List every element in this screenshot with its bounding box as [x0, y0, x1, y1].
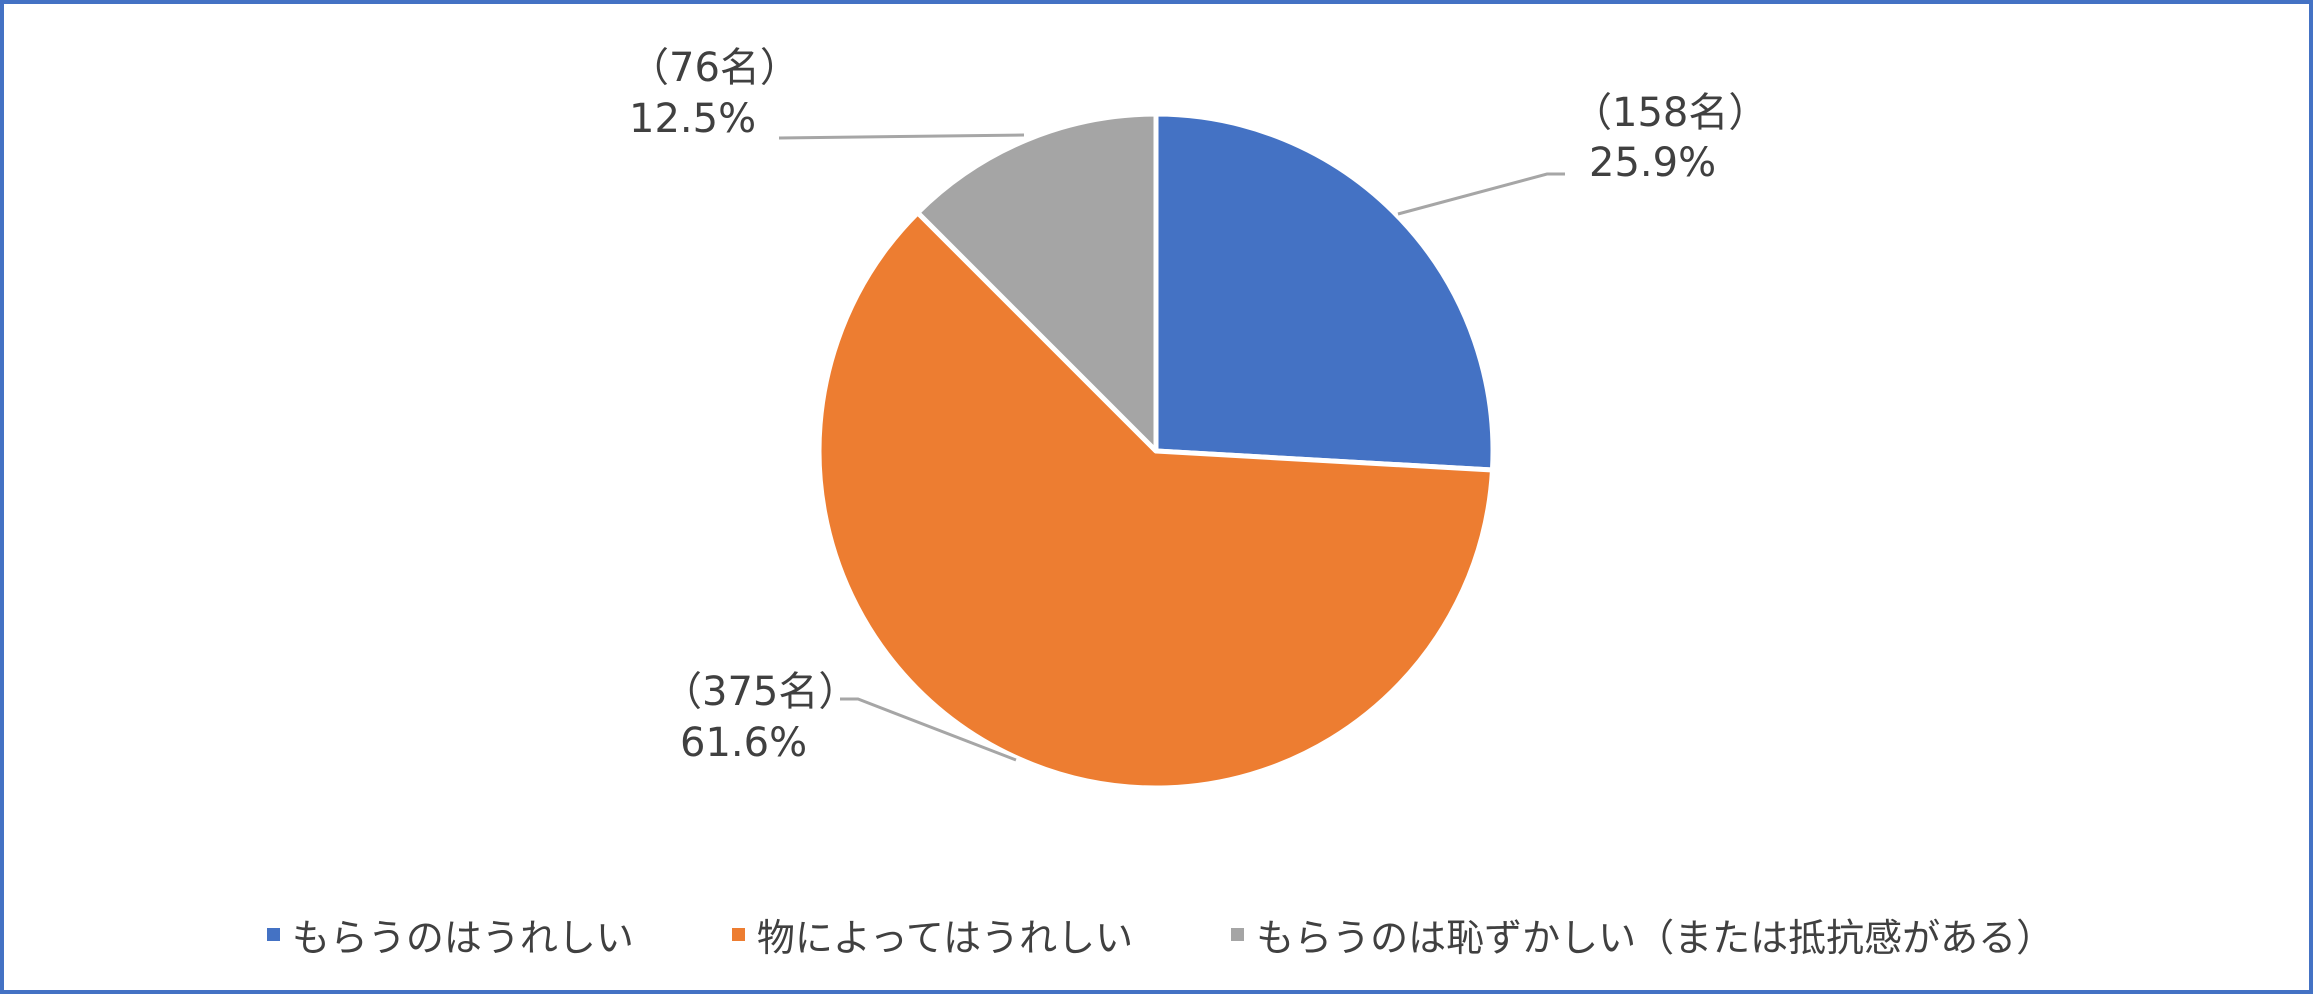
legend-swatch-3 — [1231, 927, 1245, 941]
data-labels: （158名）25.9% （375名） 61.6% （76名） 12.5% — [629, 45, 1768, 766]
pie-slice-2 — [816, 210, 1495, 791]
legend-swatch-2 — [731, 927, 745, 941]
legend-label-2: 物によってはうれしい — [756, 915, 1134, 960]
pie-slice-1 — [1153, 111, 1496, 473]
leader-line-2 — [840, 697, 1017, 762]
legend-label-1: もらうのはうれしい — [291, 915, 634, 960]
legend-swatch-1 — [266, 927, 280, 941]
leader-line-3 — [778, 133, 1025, 140]
data-label-percent-3: 12.5% — [629, 96, 756, 142]
legend-item-1: もらうのはうれしい — [266, 907, 634, 962]
legend-item-2: 物によってはうれしい — [731, 907, 1134, 962]
leader-line-1 — [1397, 172, 1565, 216]
pie-slices — [816, 111, 1496, 791]
legend-item-3: もらうのは恥ずかしい（または抵抗感がある） — [1231, 907, 2054, 962]
legend-label-3: もらうのは恥ずかしい（または抵抗感がある） — [1256, 915, 2055, 960]
data-label-percent-1: 25.9% — [1589, 140, 1716, 186]
data-label-percent-2: 61.6% — [680, 720, 807, 766]
pie-chart: （158名）25.9% （375名） 61.6% （76名） 12.5% — [629, 45, 1768, 791]
data-label-count-2: （375名） — [662, 669, 858, 715]
legend: もらうのはうれしい 物によってはうれしい もらうのは恥ずかしい（または抵抗感がある） — [4, 904, 2313, 964]
leader-lines — [778, 133, 1565, 762]
pie-slice-3 — [915, 111, 1159, 454]
data-label-count-3: （76名） — [629, 45, 800, 91]
data-label-count-1: （158名） — [1572, 90, 1768, 136]
